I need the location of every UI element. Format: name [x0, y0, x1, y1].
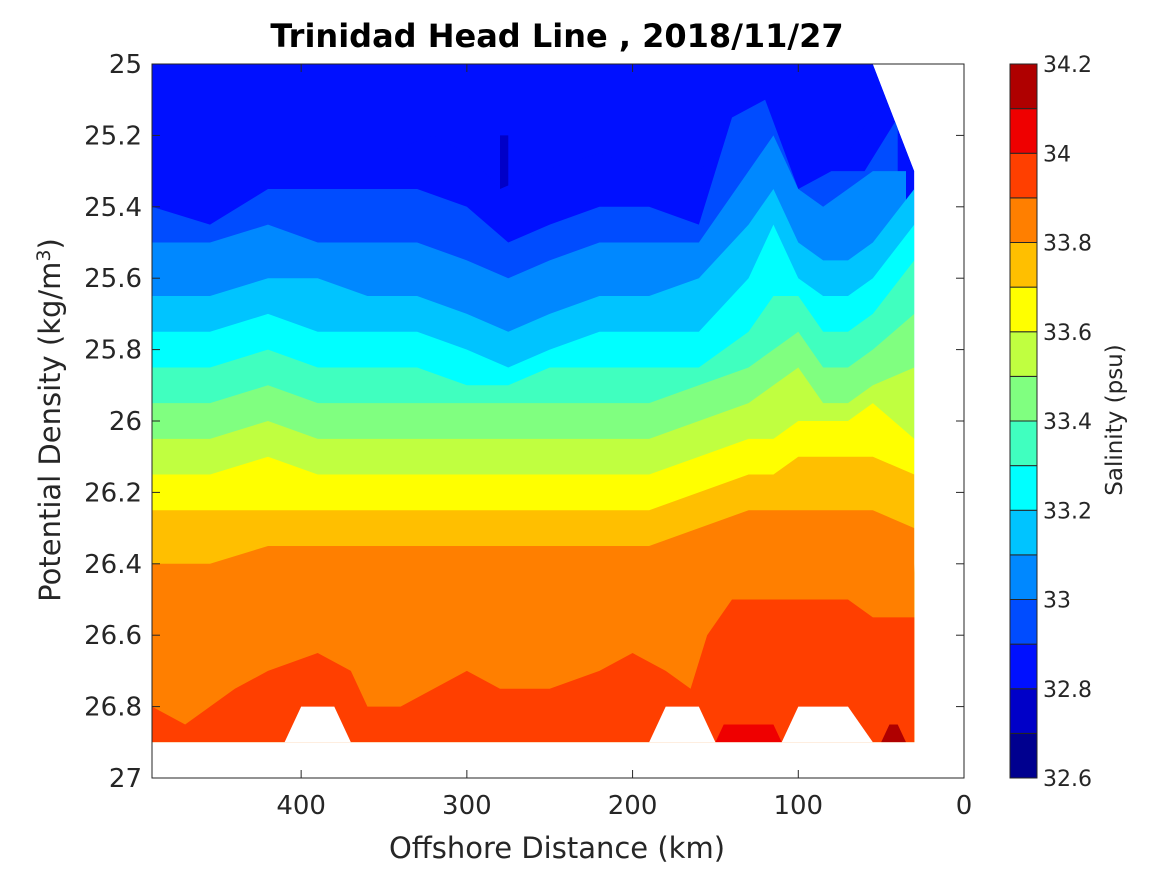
y-axis-label-close: ) [33, 238, 67, 249]
contour-band-34.1 [881, 724, 906, 743]
colorbar-swatch [1009, 242, 1038, 288]
colorbar-swatch [1009, 688, 1038, 734]
colorbar-ticks: 32.6 32.8 33 33.2 33.4 33.6 33.8 34 34.2 [1043, 53, 1092, 792]
y-tick-label: 25.4 [84, 193, 142, 223]
colorbar-swatch [1009, 465, 1038, 511]
colorbar-swatch [1009, 286, 1038, 333]
contour-band-34 [715, 724, 782, 743]
missing-data-mask [152, 742, 964, 778]
colorbar-swatch [1009, 732, 1038, 779]
contour-band-33.9 [152, 545, 915, 743]
y-axis-label-superscript: 3 [33, 249, 55, 261]
x-axis-ticks: 400 300 200 100 0 [276, 64, 972, 821]
colorbar-tick-label: 34.2 [1043, 53, 1092, 78]
x-tick-label: 0 [956, 791, 973, 821]
chart-title: Trinidad Head Line , 2018/11/27 [270, 17, 843, 55]
missing-data-mask [284, 706, 351, 743]
colorbar-swatch [1009, 63, 1038, 110]
y-tick-label: 25.2 [84, 121, 142, 151]
colorbar-swatch [1009, 331, 1038, 377]
colorbar-tick-label: 33.8 [1043, 232, 1092, 257]
colorbar-tick-label: 33.6 [1043, 321, 1092, 346]
colorbar-tick-label: 33 [1043, 589, 1071, 614]
y-tick-label: 26.4 [84, 550, 142, 580]
x-tick-label: 200 [608, 791, 658, 821]
colorbar-tick-label: 32.6 [1043, 767, 1092, 792]
x-tick-label: 300 [442, 791, 492, 821]
colorbar-swatch [1009, 375, 1038, 422]
colorbar-swatch [1009, 599, 1038, 645]
colorbar-tick-label: 34 [1043, 142, 1071, 167]
y-tick-label: 26.6 [84, 621, 142, 651]
missing-data-mask [781, 706, 873, 743]
colorbar-swatch [1009, 643, 1038, 690]
y-axis-label-main: Potential Density (kg/m [33, 262, 67, 602]
colorbar-swatch [1009, 197, 1038, 243]
colorbar-tick-label: 32.8 [1043, 678, 1092, 703]
colorbar-tick-label: 33.4 [1043, 410, 1092, 435]
colorbar-tick-label: 33.2 [1043, 499, 1092, 524]
colorbar-swatch [1009, 509, 1038, 556]
colorbar-swatch [1009, 554, 1038, 600]
y-tick-label: 26 [109, 407, 142, 437]
x-tick-label: 400 [276, 791, 326, 821]
x-axis-label: Offshore Distance (km) [389, 831, 725, 865]
x-tick-label: 100 [773, 791, 823, 821]
y-tick-label: 27 [109, 764, 142, 794]
colorbar-swatch [1009, 152, 1038, 199]
colorbar-swatch [1009, 108, 1038, 154]
colorbar [1009, 63, 1038, 779]
y-tick-label: 25.6 [84, 264, 142, 294]
missing-data-mask [649, 706, 716, 743]
missing-data-mask [872, 64, 964, 743]
colorbar-frame [1009, 63, 1038, 779]
colorbar-swatch [1009, 420, 1038, 467]
y-tick-label: 25.8 [84, 336, 142, 366]
y-axis-ticks: 25 25.2 25.4 25.6 25.8 26 26.2 26.4 26.6 26.8 27 [84, 50, 964, 794]
colorbar-label: Salinity (psu) [1102, 344, 1128, 496]
y-tick-label: 25 [109, 50, 142, 80]
y-axis-label: Potential Density (kg/m3) [33, 238, 67, 602]
y-tick-label: 26.2 [84, 478, 142, 508]
y-tick-label: 26.8 [84, 693, 142, 723]
plot-area [151, 63, 965, 779]
